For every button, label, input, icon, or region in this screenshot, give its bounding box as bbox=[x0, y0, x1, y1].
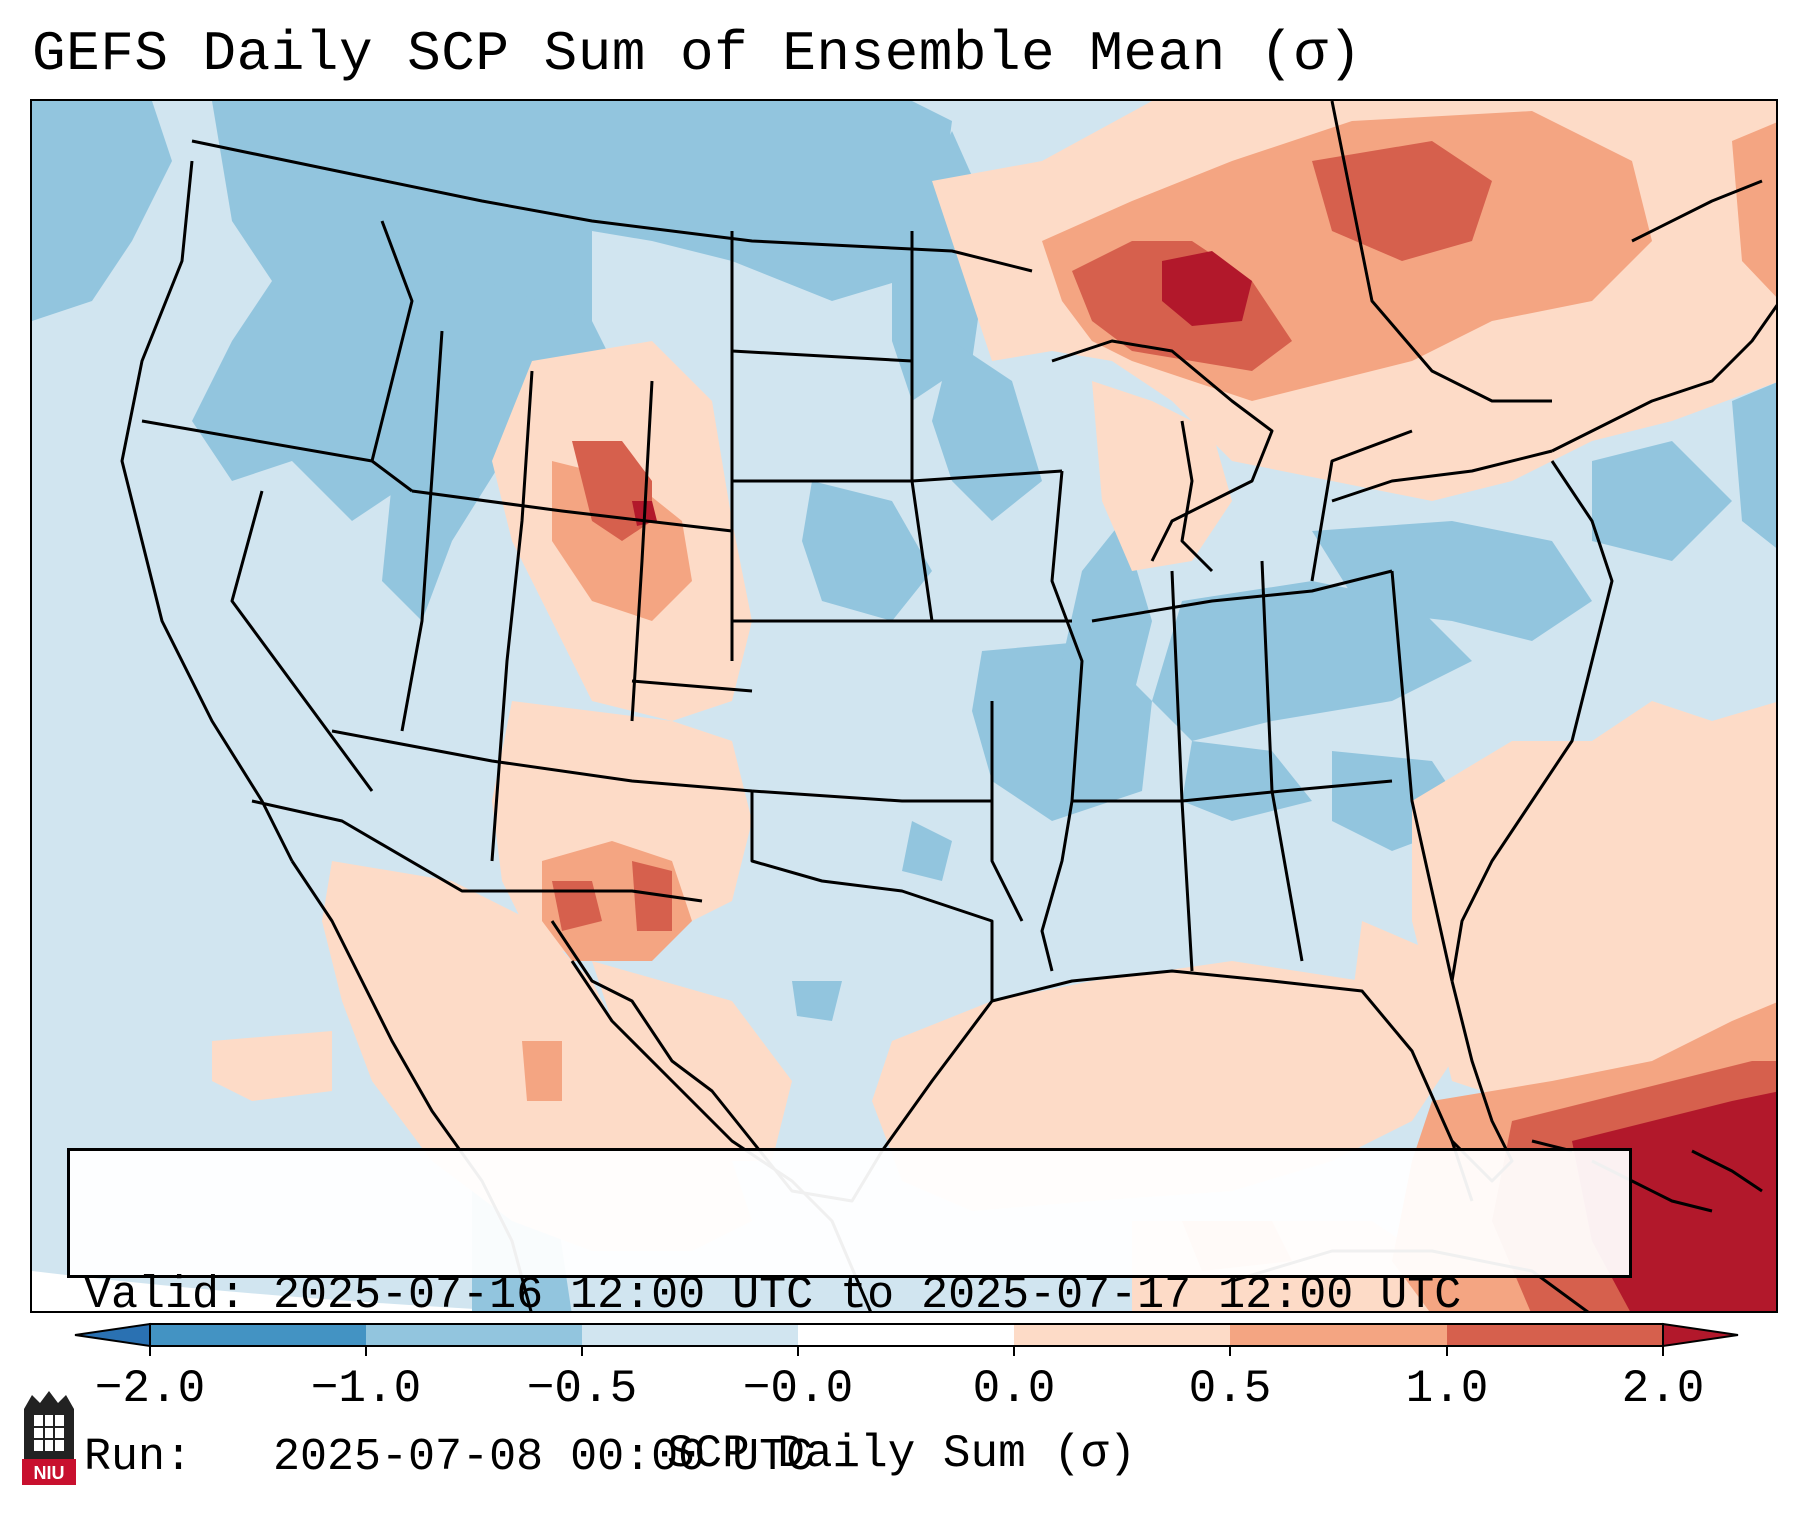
run-time-text: Run: 2025-07-08 00:00 UTC bbox=[84, 1432, 814, 1483]
colorbar-tick-label: −0.0 bbox=[742, 1363, 854, 1415]
scp-field-map bbox=[32, 101, 1776, 1311]
colorbar-tick-label: 0.5 bbox=[1188, 1363, 1272, 1415]
colorbar-tick-label: 1.0 bbox=[1405, 1363, 1489, 1415]
colorbar-segment bbox=[1230, 1324, 1447, 1346]
colorbar-tick-label: 2.0 bbox=[1621, 1363, 1705, 1415]
valid-time-text: Valid: 2025-07-16 12:00 UTC to 2025-07-1… bbox=[84, 1270, 1462, 1321]
colorbar-label: SCP Daily Sum (σ) bbox=[666, 1428, 1137, 1480]
colorbar-segment bbox=[1447, 1324, 1663, 1346]
colorbar-segment bbox=[366, 1324, 582, 1346]
colorbar-segment bbox=[1014, 1324, 1230, 1346]
map-title: GEFS Daily SCP Sum of Ensemble Mean (σ) bbox=[32, 22, 1363, 86]
colorbar-extend-high bbox=[1662, 1322, 1739, 1348]
colorbar-tick-label: −1.0 bbox=[310, 1363, 422, 1415]
colorbar-outline bbox=[149, 1323, 1664, 1347]
niu-logo-icon: NIU bbox=[22, 1391, 76, 1485]
colorbar-tick-label: −2.0 bbox=[94, 1363, 206, 1415]
no-data-region bbox=[32, 1271, 511, 1311]
logo-text: NIU bbox=[34, 1463, 65, 1483]
colorbar-tick-label: −0.5 bbox=[526, 1363, 638, 1415]
colorbar-extend-low bbox=[74, 1322, 151, 1348]
colorbar-segment bbox=[150, 1324, 366, 1346]
map-panel[interactable] bbox=[30, 99, 1778, 1313]
validity-info-box: Valid: 2025-07-16 12:00 UTC to 2025-07-1… bbox=[67, 1148, 1632, 1483]
colorbar-segment bbox=[798, 1324, 1014, 1346]
colorbar-tick-label: 0.0 bbox=[972, 1363, 1056, 1415]
colorbar bbox=[74, 1322, 1739, 1356]
colorbar-segment bbox=[582, 1324, 798, 1346]
